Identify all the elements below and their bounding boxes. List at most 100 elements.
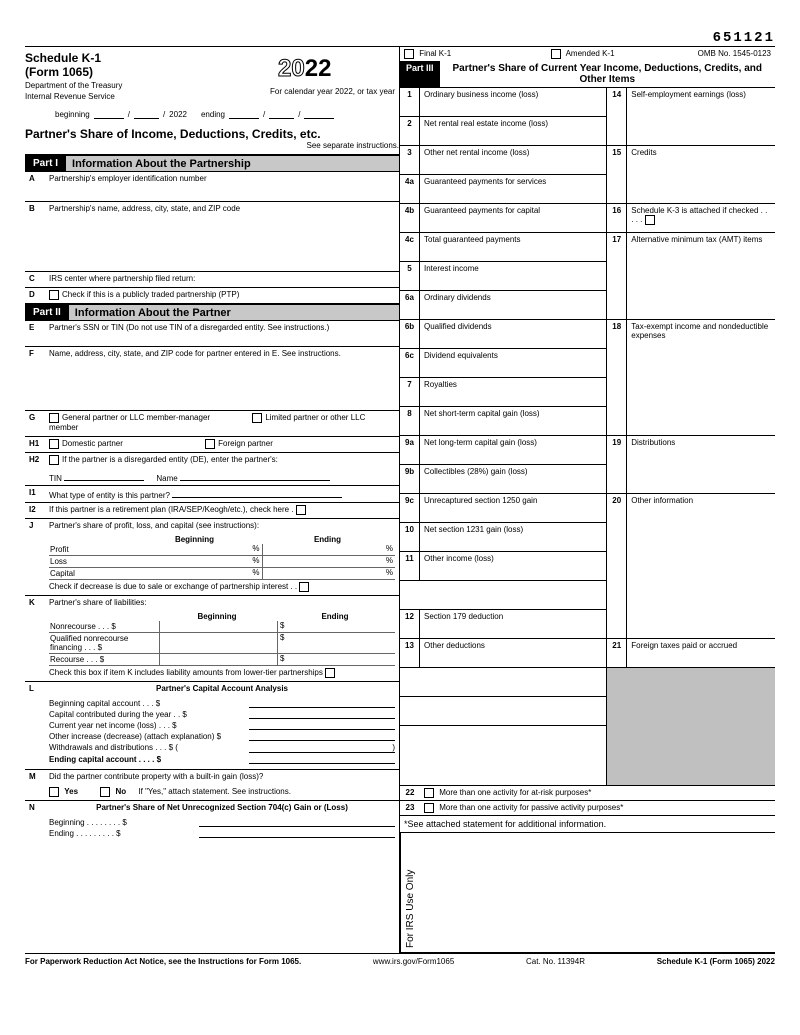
beginning-label: beginning bbox=[55, 110, 90, 119]
item-21[interactable]: Foreign taxes paid or accrued bbox=[627, 639, 775, 667]
item-11-blank[interactable] bbox=[400, 581, 606, 610]
item-9c[interactable]: Unrecaptured section 1250 gain bbox=[420, 494, 606, 522]
current-year-income[interactable] bbox=[249, 721, 395, 730]
item-12[interactable]: Section 179 deduction bbox=[420, 610, 606, 638]
item-14[interactable]: Self-employment earnings (loss) bbox=[627, 88, 775, 145]
foreign-partner-checkbox[interactable] bbox=[205, 439, 215, 449]
item-6b[interactable]: Qualified dividends bbox=[420, 320, 606, 348]
qualified-begin[interactable] bbox=[159, 633, 277, 653]
part2-title: Information About the Partner bbox=[69, 307, 231, 319]
qualified-end[interactable]: $ bbox=[277, 633, 395, 653]
k3-attached-checkbox[interactable] bbox=[645, 215, 655, 225]
item-2[interactable]: Net rental real estate income (loss) bbox=[420, 117, 606, 145]
line-e[interactable]: Partner's SSN or TIN (Do not use TIN of … bbox=[45, 321, 399, 346]
tax-year: 2022 bbox=[270, 51, 399, 87]
amended-k1-checkbox[interactable] bbox=[551, 49, 561, 59]
item-10[interactable]: Net section 1231 gain (loss) bbox=[420, 523, 606, 551]
form-title: (Form 1065) bbox=[25, 65, 270, 79]
item-19[interactable]: Distributions bbox=[627, 436, 775, 493]
n-end[interactable] bbox=[199, 829, 395, 838]
recourse-end[interactable]: $ bbox=[277, 654, 395, 665]
main-title: Partner's Share of Income, Deductions, C… bbox=[25, 127, 399, 141]
end-day[interactable] bbox=[269, 109, 294, 119]
item-16: Schedule K-3 is attached if checked . . … bbox=[627, 204, 775, 232]
line-b[interactable]: Partnership's name, address, city, state… bbox=[45, 202, 399, 271]
item-6c[interactable]: Dividend equivalents bbox=[420, 349, 606, 377]
de-tin-input[interactable] bbox=[64, 471, 144, 481]
line-f[interactable]: Name, address, city, state, and ZIP code… bbox=[45, 347, 399, 410]
ptp-checkbox[interactable] bbox=[49, 290, 59, 300]
m-yes-checkbox[interactable] bbox=[49, 787, 59, 797]
retirement-plan-checkbox[interactable] bbox=[296, 505, 306, 515]
n-begin[interactable] bbox=[199, 818, 395, 827]
final-k1-checkbox[interactable] bbox=[404, 49, 414, 59]
k-lower-tier-checkbox[interactable] bbox=[325, 668, 335, 678]
item-23-checkbox[interactable] bbox=[424, 803, 434, 813]
j-decrease-checkbox[interactable] bbox=[299, 582, 309, 592]
calendar-year-label: For calendar year 2022, or tax year bbox=[270, 87, 399, 96]
loss-begin[interactable]: % bbox=[129, 556, 262, 567]
other-increase[interactable] bbox=[249, 732, 395, 741]
withdrawals[interactable]: ) bbox=[249, 743, 395, 753]
limited-partner-checkbox[interactable] bbox=[252, 413, 262, 423]
paperwork-notice: For Paperwork Reduction Act Notice, see … bbox=[25, 957, 301, 966]
schedule-title: Schedule K-1 bbox=[25, 51, 270, 65]
item-5[interactable]: Interest income bbox=[420, 262, 606, 290]
item-4c[interactable]: Total guaranteed payments bbox=[420, 233, 606, 261]
general-partner-label: General partner or LLC member-manager bbox=[62, 413, 210, 422]
line-a[interactable]: Partnership's employer identification nu… bbox=[45, 172, 399, 201]
begin-capital[interactable] bbox=[249, 699, 395, 708]
gray-block bbox=[607, 668, 775, 786]
recourse-begin[interactable] bbox=[159, 654, 277, 665]
line-c[interactable]: IRS center where partnership filed retur… bbox=[45, 272, 399, 287]
ending-capital[interactable] bbox=[249, 755, 395, 764]
part2-label: Part II bbox=[25, 305, 69, 320]
end-month[interactable] bbox=[229, 109, 259, 119]
irs-use-area bbox=[420, 833, 775, 952]
de-checkbox[interactable] bbox=[49, 455, 59, 465]
dept-treasury: Department of the Treasury bbox=[25, 81, 270, 90]
item-15[interactable]: Credits bbox=[627, 146, 775, 203]
item-13-blank3[interactable] bbox=[400, 726, 606, 786]
item-6a[interactable]: Ordinary dividends bbox=[420, 291, 606, 319]
item-13[interactable]: Other deductions bbox=[420, 639, 606, 667]
item-7[interactable]: Royalties bbox=[420, 378, 606, 406]
capital-contributed[interactable] bbox=[249, 710, 395, 719]
item-18[interactable]: Tax-exempt income and nondeductible expe… bbox=[627, 320, 775, 435]
item-8[interactable]: Net short-term capital gain (loss) bbox=[420, 407, 606, 435]
item-11[interactable]: Other income (loss) bbox=[420, 552, 606, 580]
profit-begin[interactable]: % bbox=[129, 544, 262, 555]
item-4a[interactable]: Guaranteed payments for services bbox=[420, 175, 606, 203]
entity-type-input[interactable] bbox=[172, 488, 342, 498]
profit-end[interactable]: % bbox=[262, 544, 396, 555]
item-1[interactable]: Ordinary business income (loss) bbox=[420, 88, 606, 116]
m-no-checkbox[interactable] bbox=[100, 787, 110, 797]
capital-end[interactable]: % bbox=[262, 568, 396, 579]
item-13-blank1[interactable] bbox=[400, 668, 606, 697]
irs-use-only-label: For IRS Use Only bbox=[400, 833, 420, 952]
footer-url: www.irs.gov/Form1065 bbox=[373, 957, 454, 966]
capital-begin[interactable]: % bbox=[129, 568, 262, 579]
item-9a[interactable]: Net long-term capital gain (loss) bbox=[420, 436, 606, 464]
nonrecourse-end[interactable]: $ bbox=[277, 621, 395, 632]
irs-label: Internal Revenue Service bbox=[25, 92, 270, 101]
item-9b[interactable]: Collectibles (28%) gain (loss) bbox=[420, 465, 606, 493]
item-17[interactable]: Alternative minimum tax (AMT) items bbox=[627, 233, 775, 319]
part1-label: Part I bbox=[25, 156, 66, 171]
part3-label: Part III bbox=[400, 61, 440, 87]
begin-month[interactable] bbox=[94, 109, 124, 119]
begin-year: 2022 bbox=[169, 110, 187, 119]
item-3[interactable]: Other net rental income (loss) bbox=[420, 146, 606, 174]
item-13-blank2[interactable] bbox=[400, 697, 606, 726]
general-partner-checkbox[interactable] bbox=[49, 413, 59, 423]
begin-day[interactable] bbox=[134, 109, 159, 119]
de-name-input[interactable] bbox=[180, 471, 330, 481]
domestic-partner-checkbox[interactable] bbox=[49, 439, 59, 449]
item-20[interactable]: Other information bbox=[627, 494, 775, 638]
end-year[interactable] bbox=[304, 109, 334, 119]
line-d: Check if this is a publicly traded partn… bbox=[45, 288, 399, 303]
nonrecourse-begin[interactable] bbox=[159, 621, 277, 632]
loss-end[interactable]: % bbox=[262, 556, 396, 567]
item-4b[interactable]: Guaranteed payments for capital bbox=[420, 204, 606, 232]
item-22-checkbox[interactable] bbox=[424, 788, 434, 798]
